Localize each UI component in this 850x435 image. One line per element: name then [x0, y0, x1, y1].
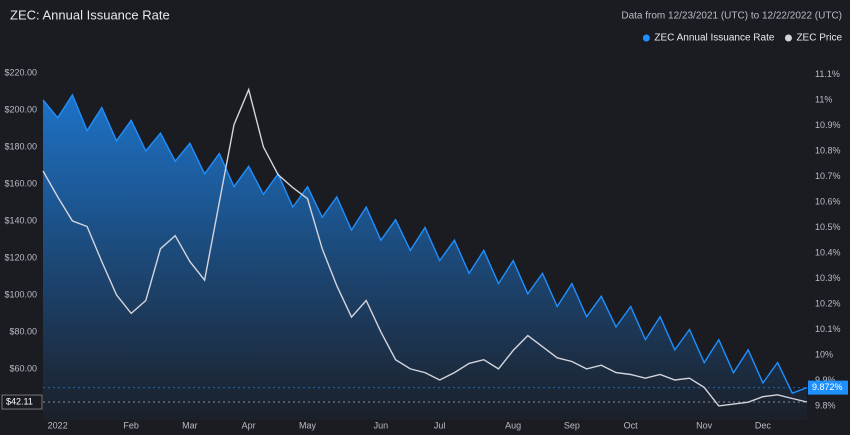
x-tick-label: Apr: [242, 420, 256, 430]
series-line: [42, 93, 808, 395]
y2-tick-label: 11%: [815, 94, 832, 104]
y2-tick-label: 10.1%: [815, 324, 841, 334]
series-line: [42, 87, 808, 407]
y-tick-label: $80.00: [9, 326, 37, 336]
y-tick-label: $200.00: [4, 104, 37, 114]
x-tick-label: Mar: [182, 420, 198, 430]
y2-tick-label: 9.8%: [815, 400, 836, 410]
y2-tick-label: 10.4%: [815, 247, 841, 257]
value-label-box: [1, 394, 43, 410]
x-tick-label: May: [299, 420, 317, 430]
x-tick-label: Oct: [624, 420, 639, 430]
legend-label: ZEC Annual Issuance Rate: [654, 33, 775, 44]
y-tick-label: $180.00: [4, 141, 37, 151]
y-tick-label: $160.00: [4, 178, 37, 188]
x-tick-label: Feb: [123, 420, 139, 430]
x-tick-label: Dec: [755, 420, 772, 430]
value-label: 9.872%: [812, 382, 843, 392]
y-tick-label: $60.00: [9, 363, 37, 373]
y2-tick-label: 10.2%: [815, 298, 841, 308]
y2-tick-label: 10%: [815, 349, 833, 359]
value-label-box: [808, 380, 848, 395]
y2-tick-label: 11.1%: [815, 69, 840, 79]
y2-tick-label: 9.9%: [815, 375, 836, 385]
x-tick-label: Nov: [696, 420, 713, 430]
y2-tick-label: 10.6%: [815, 196, 841, 206]
y2-tick-label: 10.5%: [815, 222, 841, 232]
legend-label: ZEC Price: [796, 33, 842, 44]
legend-swatch: [642, 34, 650, 42]
y2-tick-label: 10.9%: [815, 120, 841, 130]
x-tick-label: Jul: [434, 420, 446, 430]
y2-tick-label: 10.8%: [815, 145, 841, 155]
legend-swatch: [784, 34, 792, 42]
y-tick-label: $140.00: [4, 215, 37, 225]
chart-subtitle: Data from 12/23/2021 (UTC) to 12/22/2022…: [621, 11, 842, 22]
y2-tick-label: 10.7%: [815, 171, 841, 181]
y-tick-label: $220.00: [4, 67, 37, 77]
x-tick-label: 2022: [48, 420, 68, 430]
x-tick-label: Jun: [374, 420, 389, 430]
y-tick-label: $100.00: [4, 289, 37, 299]
y-tick-label: $120.00: [4, 252, 37, 262]
y2-tick-label: 10.3%: [815, 273, 841, 283]
chart-title: ZEC: Annual Issuance Rate: [10, 7, 170, 22]
series-area: [43, 94, 807, 421]
x-tick-label: Aug: [505, 420, 521, 430]
value-label: $42.11: [6, 396, 33, 406]
x-tick-label: Sep: [564, 420, 580, 430]
